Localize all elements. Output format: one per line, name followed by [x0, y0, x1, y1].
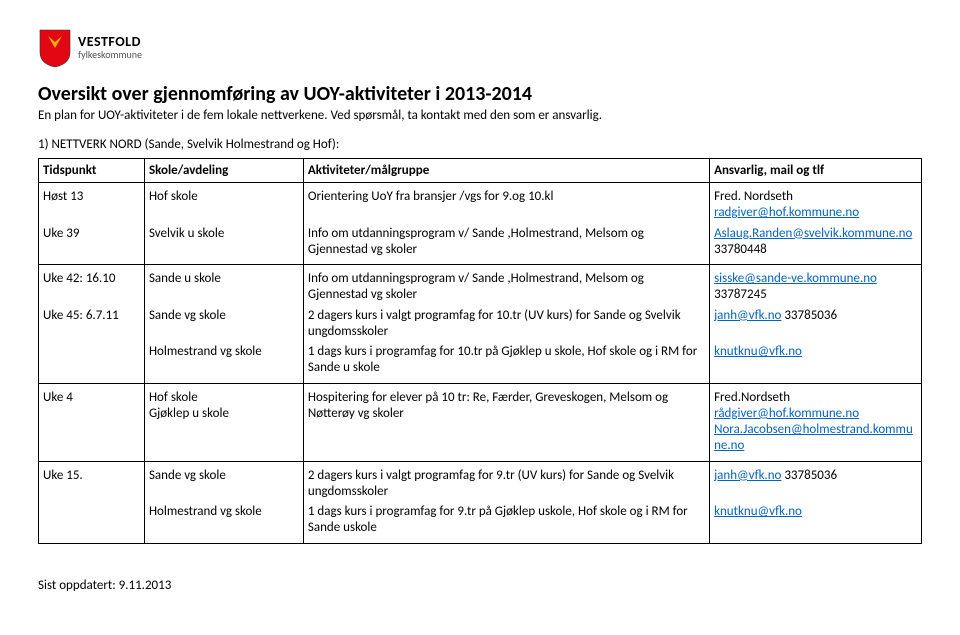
cell-aktivitet: Info om utdanningsprogram v/ Sande ,Holm…: [303, 265, 709, 306]
section-heading: 1) NETTVERK NORD (Sande, Svelvik Holmest…: [38, 137, 922, 152]
cell-tidspunkt: Uke 4: [39, 383, 145, 461]
cell-tidspunkt: Uke 45: 6.7.11: [39, 306, 145, 343]
shield-icon: [38, 28, 72, 68]
email-link[interactable]: sisske@sande-ve.kommune.no: [714, 271, 877, 286]
activity-table: Tidspunkt Skole/avdeling Aktiviteter/mål…: [38, 158, 922, 544]
email-link[interactable]: radgiver@hof.kommune.no: [714, 205, 859, 220]
footer-updated: Sist oppdatert: 9.11.2013: [38, 578, 922, 593]
cell-tidspunkt: [39, 502, 145, 543]
cell-tidspunkt: Høst 13: [39, 183, 145, 224]
table-row: Uke 42: 16.10Sande u skoleInfo om utdann…: [39, 265, 922, 306]
cell-ansvarlig: knutknu@vfk.no: [710, 342, 922, 383]
cell-skole: Hof skoleGjøklep u skole: [144, 383, 303, 461]
table-row: Uke 15.Sande vg skole2 dagers kurs i val…: [39, 461, 922, 502]
cell-tidspunkt: Uke 39: [39, 224, 145, 265]
cell-aktivitet: Hospitering for elever på 10 tr: Re, Fær…: [303, 383, 709, 461]
email-link[interactable]: Aslaug.Randen@svelvik.kommune.no: [714, 226, 912, 241]
col-skole: Skole/avdeling: [144, 159, 303, 183]
cell-ansvarlig: Fred. Nordseth radgiver@hof.kommune.no: [710, 183, 922, 224]
cell-ansvarlig: sisske@sande-ve.kommune.no 33787245: [710, 265, 922, 306]
cell-ansvarlig: Fred.Nordsethrådgiver@hof.kommune.noNora…: [710, 383, 922, 461]
cell-aktivitet: Info om utdanningsprogram v/ Sande ,Holm…: [303, 224, 709, 265]
cell-ansvarlig: janh@vfk.no 33785036: [710, 306, 922, 343]
table-row: Uke 45: 6.7.11Sande vg skole2 dagers kur…: [39, 306, 922, 343]
cell-ansvarlig: janh@vfk.no 33785036: [710, 461, 922, 502]
cell-skole: Sande vg skole: [144, 461, 303, 502]
table-row: Høst 13Hof skoleOrientering UoY fra bran…: [39, 183, 922, 224]
logo: VESTFOLD fylkeskommune: [38, 28, 922, 68]
table-row: Uke 4Hof skoleGjøklep u skoleHospitering…: [39, 383, 922, 461]
table-row: Holmestrand vg skole1 dags kurs i progra…: [39, 502, 922, 543]
col-ansvarlig: Ansvarlig, mail og tlf: [710, 159, 922, 183]
email-link[interactable]: knutknu@vfk.no: [714, 344, 802, 359]
cell-tidspunkt: Uke 42: 16.10: [39, 265, 145, 306]
cell-skole: Holmestrand vg skole: [144, 502, 303, 543]
cell-ansvarlig: Aslaug.Randen@svelvik.kommune.no 3378044…: [710, 224, 922, 265]
email-link[interactable]: rådgiver@hof.kommune.no: [714, 406, 859, 421]
table-row: Uke 39Svelvik u skoleInfo om utdanningsp…: [39, 224, 922, 265]
cell-ansvarlig: knutknu@vfk.no: [710, 502, 922, 543]
table-header-row: Tidspunkt Skole/avdeling Aktiviteter/mål…: [39, 159, 922, 183]
table-row: Holmestrand vg skole1 dags kurs i progra…: [39, 342, 922, 383]
cell-skole: Sande u skole: [144, 265, 303, 306]
cell-aktivitet: 1 dags kurs i programfag for 10.tr på Gj…: [303, 342, 709, 383]
logo-sub: fylkeskommune: [78, 50, 142, 61]
page-title: Oversikt over gjennomføring av UOY-aktiv…: [38, 82, 922, 106]
col-tidspunkt: Tidspunkt: [39, 159, 145, 183]
email-link[interactable]: janh@vfk.no: [714, 308, 781, 323]
cell-skole: Svelvik u skole: [144, 224, 303, 265]
cell-tidspunkt: Uke 15.: [39, 461, 145, 502]
col-aktivitet: Aktiviteter/målgruppe: [303, 159, 709, 183]
cell-skole: Holmestrand vg skole: [144, 342, 303, 383]
cell-aktivitet: 2 dagers kurs i valgt programfag for 9.t…: [303, 461, 709, 502]
email-link[interactable]: janh@vfk.no: [714, 468, 781, 483]
email-link[interactable]: knutknu@vfk.no: [714, 504, 802, 519]
cell-aktivitet: 1 dags kurs i programfag for 9.tr på Gjø…: [303, 502, 709, 543]
email-link[interactable]: Nora.Jacobsen@holmestrand.kommune.no: [714, 422, 913, 453]
cell-aktivitet: 2 dagers kurs i valgt programfag for 10.…: [303, 306, 709, 343]
cell-tidspunkt: [39, 342, 145, 383]
cell-aktivitet: Orientering UoY fra bransjer /vgs for 9.…: [303, 183, 709, 224]
cell-skole: Sande vg skole: [144, 306, 303, 343]
page-subtitle: En plan for UOY-aktiviteter i de fem lok…: [38, 108, 922, 123]
cell-skole: Hof skole: [144, 183, 303, 224]
